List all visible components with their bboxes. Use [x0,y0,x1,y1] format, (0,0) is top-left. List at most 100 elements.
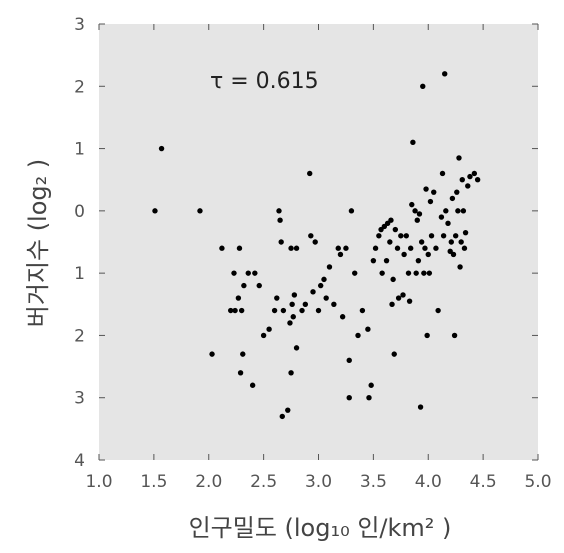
data-point [383,257,390,264]
data-point [440,233,447,239]
data-point [274,295,280,301]
data-point [394,245,401,251]
data-point [288,370,294,376]
data-point [457,264,463,270]
plot-area [99,24,538,460]
data-point [460,208,467,214]
data-point [326,264,333,270]
data-point [280,307,287,314]
data-point [407,245,414,251]
data-point [435,307,441,314]
x-tick-label: 3.5 [360,472,387,492]
data-point [425,251,431,258]
data-point [426,270,433,276]
data-point [428,233,435,239]
y-tick-label: 4 [74,451,85,471]
data-point [409,201,415,208]
data-point [228,307,234,314]
data-point [346,395,352,401]
data-point [323,295,329,301]
tau-annotation: τ = 0.615 [210,69,319,94]
data-point [438,214,445,220]
data-point [158,145,165,152]
data-point [245,270,251,276]
data-point [416,211,423,217]
data-point [413,270,419,276]
data-point [387,239,393,245]
data-point [302,301,309,307]
data-point [307,170,313,177]
data-point [366,395,372,401]
data-point [388,217,394,223]
data-point [421,270,427,276]
data-point [471,170,478,177]
data-point [462,229,469,236]
data-point [474,177,481,183]
data-point [467,173,473,180]
data-point [271,307,278,314]
data-point [454,189,460,195]
data-point [391,351,397,357]
data-point [266,326,272,332]
data-point [359,307,366,314]
data-point [412,208,418,214]
data-point [424,332,430,339]
data-point [152,208,158,214]
data-point [335,245,341,251]
data-point [346,357,352,364]
data-point [450,251,457,258]
data-point [405,270,412,276]
data-point [299,307,305,314]
x-tick-label: 4.5 [470,472,497,492]
y-tick-label: 2 [74,77,85,97]
data-point [236,245,243,251]
y-tick-label: 3 [74,389,85,409]
data-point [455,208,461,214]
data-point [392,226,399,233]
y-tick-label: 0 [74,202,85,222]
y-tick-label: 3 [74,15,85,35]
data-point [249,382,256,388]
data-point [279,413,285,420]
data-point [310,289,316,295]
data-point [260,332,267,339]
x-axis: 1.0 1.5 2.0 2.5 3.0 3.5 4.0 4.5 5.0 [85,24,552,492]
data-point [289,301,295,307]
data-point [312,239,318,245]
data-point [465,183,471,189]
data-point [390,276,396,283]
data-point [452,233,459,239]
data-point [445,220,451,227]
data-point [418,239,425,245]
x-tick-label: 5.0 [524,472,551,492]
data-point [288,245,294,251]
data-point [337,251,344,258]
y-tick-label: 2 [74,326,85,346]
data-point [241,282,247,289]
data-point [368,382,374,388]
data-point [398,233,404,239]
data-point [448,239,454,245]
y-tick-label: 1 [74,264,85,284]
data-point [379,270,385,276]
data-point [401,251,407,258]
data-point [415,257,422,264]
data-point [365,326,371,332]
data-point [370,257,377,264]
data-point [410,139,416,146]
data-point [287,320,293,326]
x-tick-label: 1.0 [85,472,112,492]
data-point [343,245,349,251]
data-point [219,245,225,251]
data-point [376,233,382,239]
data-point [451,332,458,339]
data-point [278,239,284,245]
data-point [315,307,322,314]
data-point [400,292,406,298]
data-point [461,245,468,251]
data-point [209,351,215,357]
data-point [348,208,355,214]
data-points [152,71,481,420]
data-point [232,307,238,314]
